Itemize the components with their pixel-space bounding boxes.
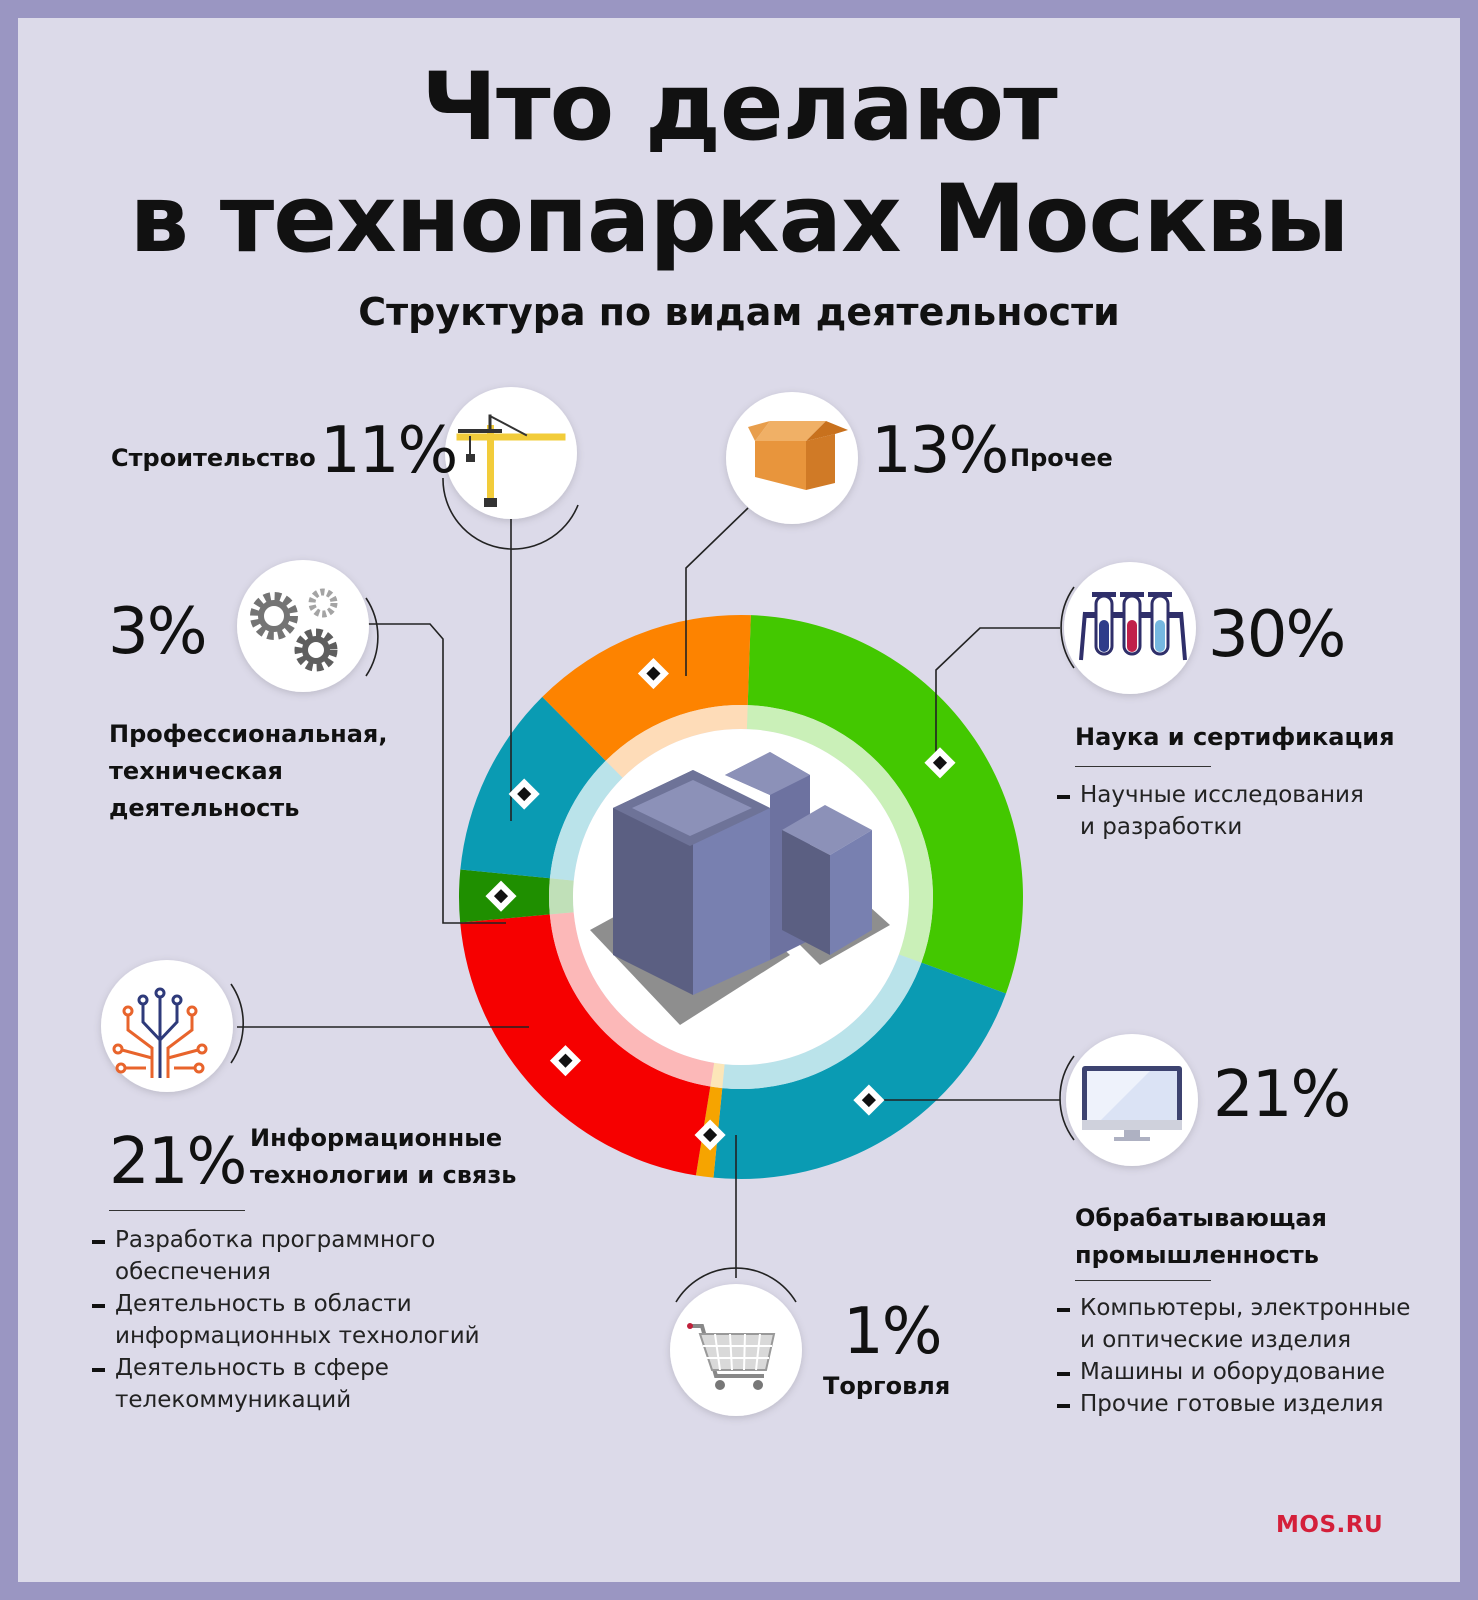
manufacturing-item: Прочие готовые изделия bbox=[1080, 1391, 1384, 1417]
it-item: телекоммуникаций bbox=[115, 1387, 352, 1413]
crane-icon bbox=[456, 414, 566, 507]
buildings-icon bbox=[590, 752, 890, 1025]
connector-lines bbox=[237, 505, 1060, 1278]
bullet-dash bbox=[92, 1368, 105, 1372]
science-underline bbox=[1075, 766, 1211, 767]
chart-subtitle: Структура по видам деятельности bbox=[358, 290, 1120, 334]
monitor-icon bbox=[1082, 1066, 1182, 1141]
trade-label: Торговля bbox=[823, 1372, 951, 1400]
circuit-tree-icon bbox=[112, 987, 208, 1078]
professional-percent: 3% bbox=[108, 595, 208, 669]
science-item: Научные исследования bbox=[1080, 782, 1364, 808]
manufacturing-item: Машины и оборудование bbox=[1080, 1359, 1385, 1385]
it-item: обеспечения bbox=[115, 1259, 271, 1285]
professional-label-line: техническая bbox=[109, 757, 283, 785]
donut-inner-band-slice bbox=[605, 705, 748, 778]
other-label: Прочее bbox=[1010, 444, 1113, 472]
donut-slice bbox=[460, 914, 711, 1176]
construction-label: Строительство bbox=[111, 444, 316, 472]
donut-inner-band-slice bbox=[549, 760, 623, 881]
donut-slice bbox=[542, 615, 751, 761]
manufacturing-label: Обрабатывающая промышленность bbox=[1075, 1200, 1327, 1274]
donut-inner-band-slice bbox=[549, 878, 574, 915]
it-underline bbox=[109, 1210, 245, 1211]
it-item: информационных технологий bbox=[115, 1323, 480, 1349]
bullet-dash bbox=[1057, 1308, 1070, 1312]
shopping-cart-icon bbox=[687, 1323, 776, 1390]
donut-slice bbox=[713, 962, 1006, 1180]
bullet-dash bbox=[92, 1240, 105, 1244]
it-label: Информационные технологии и связь bbox=[250, 1120, 516, 1194]
box-icon bbox=[748, 421, 848, 490]
connector-science bbox=[935, 627, 1060, 760]
manufacturing-underline bbox=[1075, 1280, 1211, 1281]
it-label-line: Информационные bbox=[250, 1124, 503, 1152]
science-item: и разработки bbox=[1080, 814, 1243, 840]
connector-other bbox=[685, 507, 749, 676]
donut-inner-band-slice bbox=[710, 1062, 725, 1089]
professional-label-line: деятельность bbox=[109, 794, 300, 822]
donut-inner-band-slice bbox=[549, 912, 715, 1087]
science-label: Наука и сертификация bbox=[1075, 723, 1395, 751]
title-line-2: в технопарках Москвы bbox=[129, 165, 1350, 274]
donut-slice bbox=[747, 615, 1023, 994]
manufacturing-label-line: Обрабатывающая bbox=[1075, 1204, 1327, 1232]
donut-inner-band-slice bbox=[746, 705, 933, 963]
manufacturing-item: Компьютеры, электронные bbox=[1080, 1295, 1411, 1321]
bullet-dash bbox=[1057, 795, 1070, 799]
donut-inner-band bbox=[549, 705, 933, 1089]
bullet-dash bbox=[1057, 1404, 1070, 1408]
manufacturing-item: и оптические изделия bbox=[1080, 1327, 1352, 1353]
title-line-1: Что делают bbox=[421, 53, 1058, 162]
trade-percent: 1% bbox=[843, 1295, 943, 1369]
mos-ru-logo: MOS.RU bbox=[1276, 1512, 1384, 1538]
professional-label-line: Профессиональная, bbox=[109, 720, 388, 748]
it-percent: 21% bbox=[109, 1125, 247, 1199]
donut-inner-band-slice bbox=[722, 954, 922, 1089]
science-percent: 30% bbox=[1208, 598, 1346, 672]
professional-label: Профессиональная, техническая деятельнос… bbox=[109, 716, 387, 827]
bullet-dash bbox=[1057, 1372, 1070, 1376]
other-percent: 13% bbox=[871, 414, 1009, 488]
construction-percent: 11% bbox=[320, 414, 458, 488]
it-item: Деятельность в сфере bbox=[115, 1355, 389, 1381]
it-item: Разработка программного bbox=[115, 1227, 436, 1253]
test-tubes-icon bbox=[1079, 592, 1187, 661]
it-item: Деятельность в области bbox=[115, 1291, 412, 1317]
page-title: Что делают в технопарках Москвы bbox=[0, 52, 1478, 276]
it-label-line: технологии и связь bbox=[250, 1161, 517, 1189]
manufacturing-label-line: промышленность bbox=[1075, 1241, 1319, 1269]
connector-professional bbox=[366, 623, 506, 924]
manufacturing-percent: 21% bbox=[1213, 1058, 1351, 1132]
bullet-dash bbox=[92, 1304, 105, 1308]
gears-icon bbox=[250, 588, 338, 672]
